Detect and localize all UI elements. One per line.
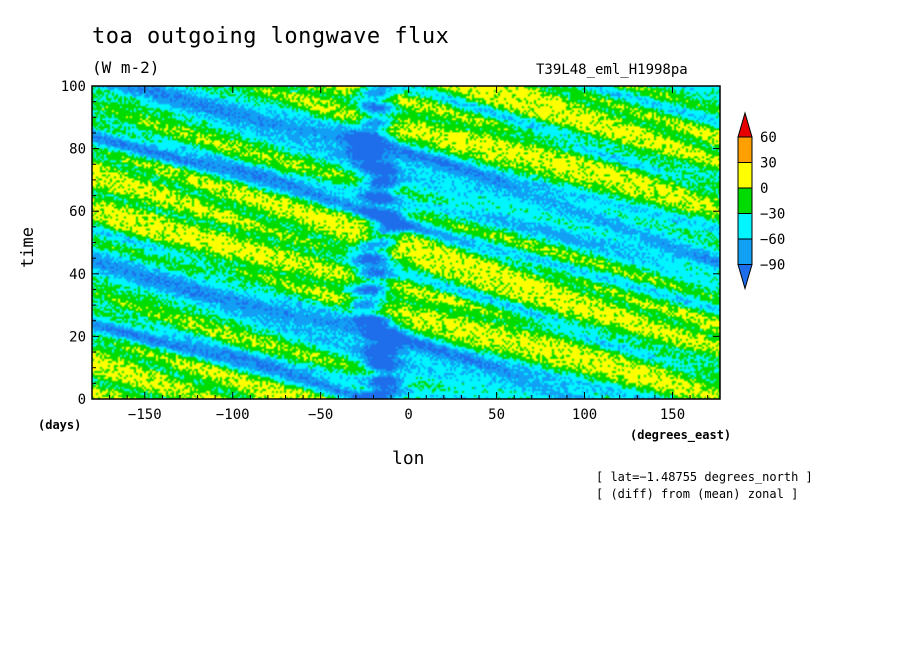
anomaly-field bbox=[92, 86, 720, 399]
colorbar-label: −90 bbox=[760, 258, 785, 274]
colorbar-label: 0 bbox=[760, 181, 768, 197]
x-tick-label: −150 bbox=[128, 407, 162, 423]
run-name: T39L48_eml_H1998pa bbox=[536, 62, 688, 78]
x-tick-label: 50 bbox=[488, 407, 505, 423]
x-tick-label: 150 bbox=[660, 407, 685, 423]
y-tick-label: 80 bbox=[69, 142, 86, 158]
colorbar-segment bbox=[737, 187, 753, 214]
y-tick-label: 60 bbox=[69, 204, 86, 220]
colorbar-segment bbox=[737, 238, 753, 265]
y-axis-unit: (days) bbox=[38, 418, 82, 432]
field-image bbox=[92, 86, 720, 399]
colorbar-max-arrow bbox=[737, 111, 753, 138]
colorbar-segment bbox=[737, 136, 753, 163]
x-tick-label: 0 bbox=[404, 407, 412, 423]
y-tick-label: 100 bbox=[61, 79, 86, 95]
chart-units: (W m-2) bbox=[92, 58, 160, 77]
colorbar-label: 60 bbox=[760, 130, 777, 146]
colorbar-label: 30 bbox=[760, 156, 777, 172]
y-tick-label: 40 bbox=[69, 267, 86, 283]
colorbar-segment bbox=[737, 213, 753, 240]
chart-title: toa outgoing longwave flux bbox=[92, 24, 450, 49]
x-axis-unit: (degrees_east) bbox=[630, 428, 732, 442]
y-ticks: 0 20 40 60 80 100 bbox=[61, 79, 720, 408]
y-tick-label: 0 bbox=[78, 392, 86, 408]
x-ticks: −150 −100 −50 0 50 100 150 bbox=[109, 86, 709, 423]
colorbar-segment bbox=[737, 162, 753, 189]
colorbar: 60 30 0 −30 −60 −90 bbox=[737, 111, 785, 291]
colorbar-label: −60 bbox=[760, 232, 785, 248]
x-tick-label: −50 bbox=[308, 407, 333, 423]
x-axis-label: lon bbox=[392, 448, 425, 469]
latitude-note: [ lat=−1.48755 degrees_north ] bbox=[596, 470, 813, 484]
diff-note: [ (diff) from (mean) zonal ] bbox=[596, 487, 799, 501]
colorbar-min-arrow bbox=[737, 264, 753, 291]
colorbar-label: −30 bbox=[760, 207, 785, 223]
x-tick-label: 100 bbox=[572, 407, 597, 423]
x-tick-label: −100 bbox=[216, 407, 250, 423]
y-tick-label: 20 bbox=[69, 329, 86, 345]
plot-frame bbox=[91, 85, 721, 400]
